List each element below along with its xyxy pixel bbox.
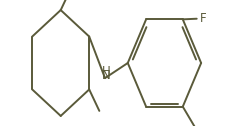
Text: H: H: [102, 65, 110, 78]
Text: N: N: [102, 69, 110, 82]
Text: F: F: [199, 12, 206, 25]
